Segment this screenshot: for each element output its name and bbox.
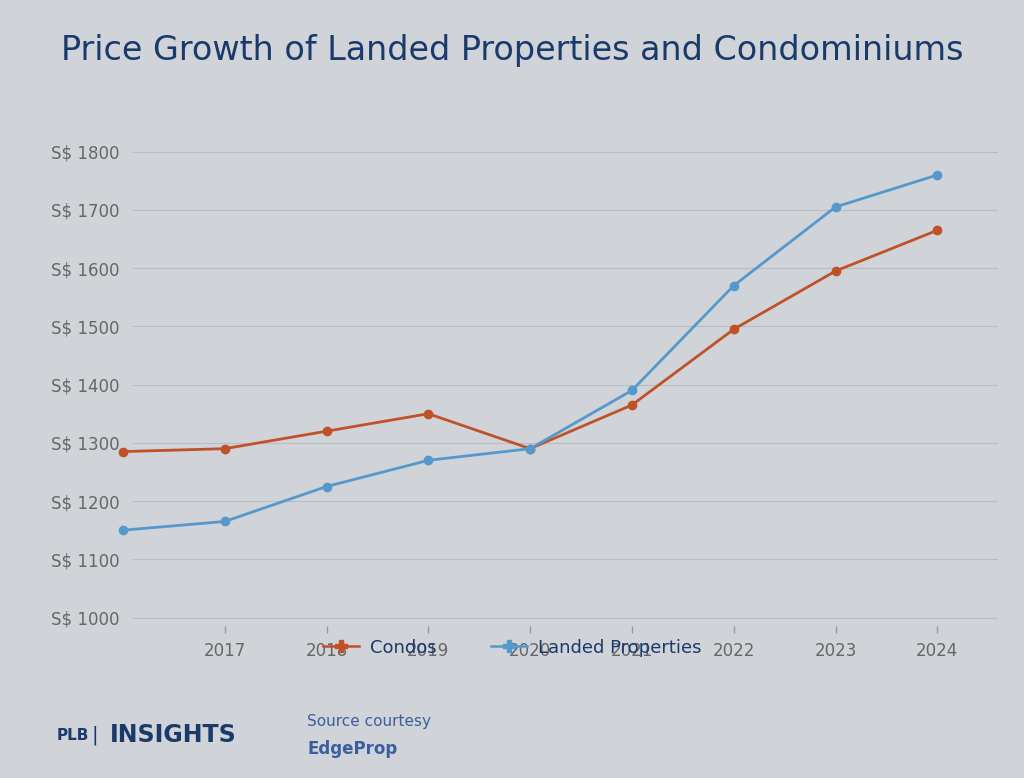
Text: INSIGHTS: INSIGHTS [110,724,237,747]
Text: EdgeProp: EdgeProp [307,740,397,759]
Text: Source courtesy: Source courtesy [307,713,431,729]
Legend: Condos, Landed Properties: Condos, Landed Properties [315,631,709,664]
Text: PLB: PLB [56,727,89,743]
Text: Price Growth of Landed Properties and Condominiums: Price Growth of Landed Properties and Co… [60,34,964,67]
Text: |: | [92,725,98,745]
